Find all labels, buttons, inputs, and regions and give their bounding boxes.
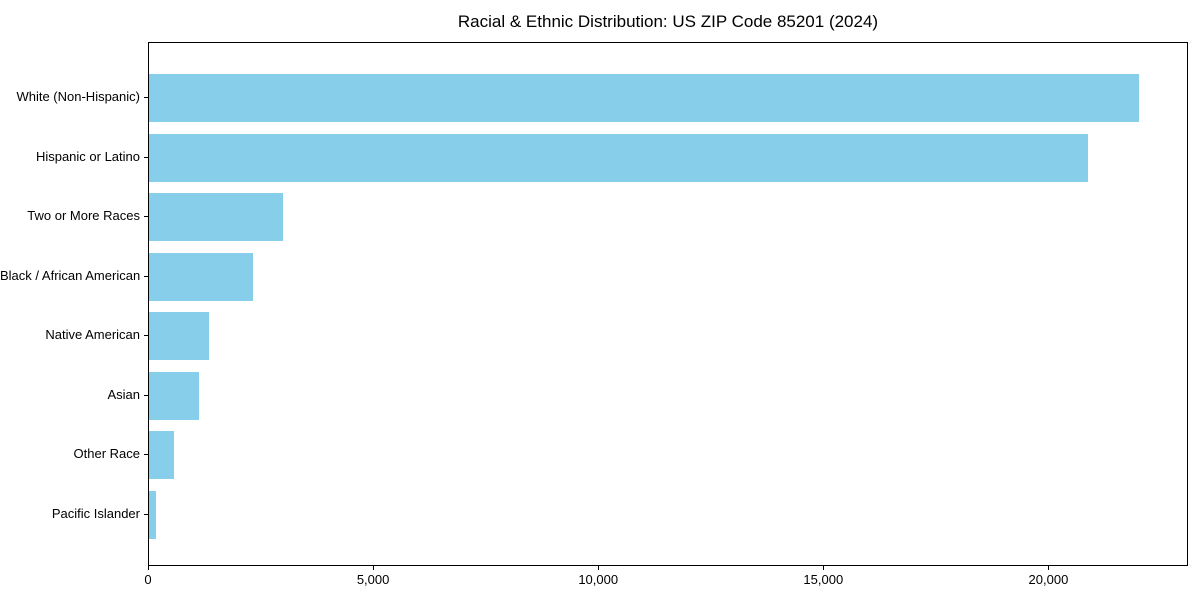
bar-other-race (149, 431, 175, 480)
x-tick-label-0: 0 (144, 572, 152, 587)
x-tick-mark (1048, 566, 1050, 570)
y-tick-label-black-african-american: Black / African American (0, 267, 141, 283)
bar-white-non-hispanic (149, 74, 1140, 122)
y-tick-mark (144, 454, 148, 456)
y-tick-label-asian: Asian (107, 386, 140, 402)
bar-black-african-american (149, 252, 253, 301)
y-tick-label-pacific-islander: Pacific Islander (51, 505, 140, 521)
y-tick-label-white-non-hispanic: White (Non-Hispanic) (16, 89, 140, 104)
x-tick-label-10-000: 10,000 (578, 572, 619, 587)
chart-title: Racial & Ethnic Distribution: US ZIP Cod… (457, 12, 879, 31)
x-tick-label-5-000: 5,000 (356, 572, 390, 587)
y-tick-mark (144, 97, 148, 98)
x-tick-mark (823, 566, 825, 570)
x-tick-mark (598, 566, 600, 570)
y-tick-label-native-american: Native American (45, 327, 140, 343)
bar-pacific-islander (149, 490, 156, 539)
y-tick-label-hispanic-or-latino: Hispanic or Latino (35, 148, 140, 164)
bar-hispanic-or-latino (149, 133, 1088, 182)
x-tick-label-15-000: 15,000 (803, 572, 844, 587)
y-tick-label-other-race: Other Race (73, 446, 140, 462)
y-tick-mark (144, 335, 148, 337)
y-tick-mark (144, 513, 148, 515)
x-tick-label-20-000: 20,000 (1028, 572, 1069, 587)
y-tick-label-two-or-more-races: Two or More Races (27, 208, 140, 224)
x-tick-mark (148, 566, 149, 570)
bar-native-american (149, 312, 210, 361)
y-tick-mark (144, 156, 148, 158)
bar-asian (149, 371, 199, 420)
y-tick-mark (144, 275, 148, 277)
y-tick-mark (144, 394, 148, 396)
plot-area (148, 42, 1188, 566)
bar-two-or-more-races (149, 193, 283, 242)
y-tick-mark (144, 216, 148, 218)
x-tick-mark (373, 566, 375, 570)
